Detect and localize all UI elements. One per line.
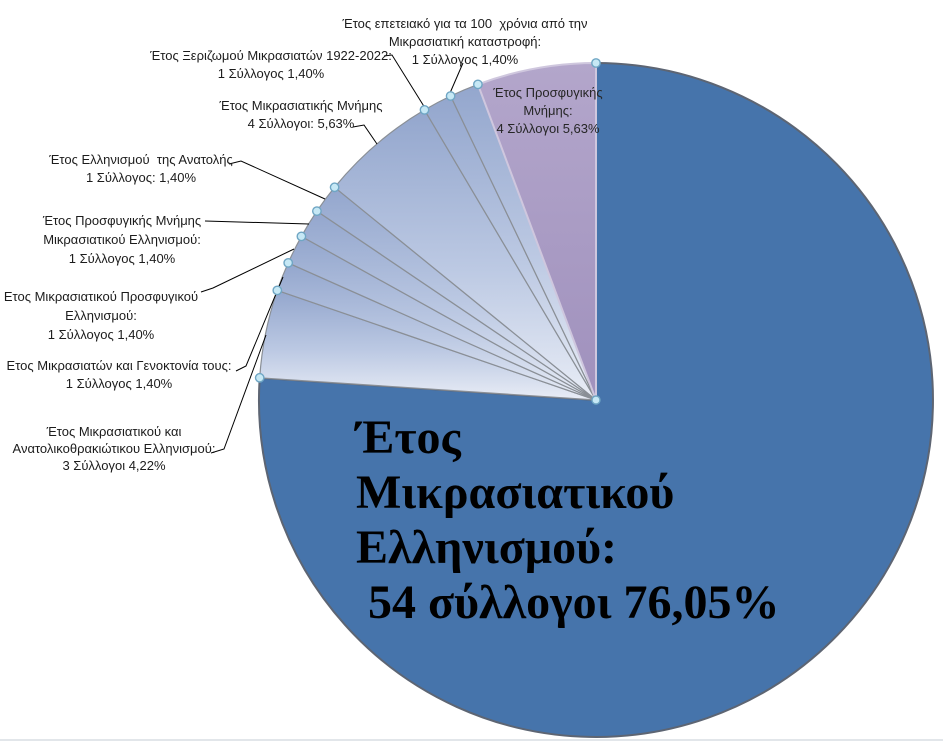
label-line: Έτος επετειακό για τα 100 χρόνια από την <box>342 16 588 31</box>
leader-line-epeteiako-100-chronia <box>449 62 464 94</box>
label-line: Ελληνισμού: <box>65 308 137 323</box>
label-line: Ελληνισμού: <box>356 521 617 574</box>
data-label-prosfygikis-mnimis: Έτος Προσφυγικής Μνήμης: 4 Σύλλογοι 5,63% <box>328 84 768 138</box>
label-line: 1 Σύλλογος 1,40% <box>68 251 176 266</box>
callout-label-ellinismou-anatolis: Έτος Ελληνισμού της Ανατολής 1 Σύλλογος: … <box>0 151 361 187</box>
bottom-border-line <box>0 739 943 741</box>
callout-label-mikrasiatikou-prosfygikou: Ετος Μικρασιατικού Προσφυγικού Ελληνισμού… <box>0 287 321 344</box>
label-line: Έτος Μικρασιατικής Μνήμης <box>219 98 383 113</box>
label-line: Έτος Ελληνισμού της Ανατολής <box>49 152 233 167</box>
callout-label-genoktonia: Ετος Μικρασιατών και Γενοκτονία τους: 1 Σ… <box>0 357 339 393</box>
selection-handle[interactable] <box>296 231 307 242</box>
label-line: 1 Σύλλογος 1,40% <box>217 66 325 81</box>
callout-label-prosfygikis-mnimis-mikrasiatikou: Έτος Προσφυγικής Μνήμης Μικρασιατικού Ελλ… <box>0 211 342 268</box>
selection-handle[interactable] <box>419 105 430 115</box>
leader-line-anatolikothrakiotikou <box>210 334 267 454</box>
leader-line-genoktonia <box>235 276 284 372</box>
leader-line-xerizomou-1922-2022 <box>383 54 426 109</box>
label-line: Ετος Μικρασιατών και Γενοκτονία τους: <box>6 358 232 373</box>
selection-handle[interactable] <box>311 206 322 217</box>
callout-label-anatolikothrakiotikou: Έτος Μικρασιατικού και Ανατολικοθρακιώτικ… <box>0 423 334 474</box>
label-line: 1 Σύλλογος 1,40% <box>47 327 155 342</box>
label-line: Μικρασιατικού Ελληνισμού: <box>43 232 201 247</box>
label-line: Έτος Μικρασιατικού και <box>46 424 182 439</box>
label-line: Ανατολικοθρακιώτικου Ελληνισμού: <box>12 441 216 456</box>
selection-handle[interactable] <box>329 182 340 193</box>
selection-handle[interactable] <box>254 372 265 383</box>
callout-label-epeteiako-100-chronia: Έτος επετειακό για τα 100 χρόνια από την… <box>245 15 685 69</box>
label-line: Μικρασιατικού <box>356 466 675 519</box>
label-line: Έτος Ξεριζωμού Μικρασιατών 1922-2022: <box>150 48 392 63</box>
callout-label-mikrasiatikis-mnimis: Έτος Μικρασιατικής Μνήμης 4 Σύλλογοι: 5,6… <box>81 97 521 133</box>
label-line: Ετος Μικρασιατικού Προσφυγικού <box>3 289 199 304</box>
leader-line-mikrasiatikou-prosfygikou <box>200 248 295 293</box>
label-line: Έτος <box>356 411 461 464</box>
label-line: Έτος Προσφυγικής Μνήμης <box>42 213 202 228</box>
label-line: Μικρασιατική καταστροφή: <box>388 34 542 49</box>
selection-handle-center[interactable] <box>591 395 601 405</box>
selection-handle[interactable] <box>283 257 294 268</box>
data-label-mikrasiatikou-ellinismou: Έτος Μικρασιατικού Ελληνισμού: 54 σύλλογοι… <box>356 410 780 630</box>
leader-line-ellinismou-anatolis <box>228 160 326 200</box>
selection-handle[interactable] <box>272 285 283 296</box>
label-line: 1 Σύλλογος: 1,40% <box>85 170 197 185</box>
selection-handle[interactable] <box>591 58 601 68</box>
label-line: Μνήμης: <box>523 103 573 118</box>
label-line: Έτος Προσφυγικής <box>493 85 603 100</box>
callout-label-xerizomou-1922-2022: Έτος Ξεριζωμού Μικρασιατών 1922-2022: 1 Σ… <box>51 47 491 83</box>
selection-handle[interactable] <box>472 79 483 90</box>
label-line: 1 Σύλλογος 1,40% <box>411 52 519 67</box>
label-line: 4 Σύλλογοι: 5,63% <box>247 116 355 131</box>
selection-handle[interactable] <box>445 91 456 101</box>
label-line: 54 σύλλογοι 76,05% <box>356 576 780 629</box>
leader-line-prosfygikis-mnimis-mikrasiatikou <box>204 220 310 225</box>
label-line: 4 Σύλλογοι 5,63% <box>496 121 600 136</box>
label-line: 3 Σύλλογοι 4,22% <box>62 458 166 473</box>
leader-line-mikrasiatikis-mnimis <box>352 124 378 145</box>
label-line: 1 Σύλλογος 1,40% <box>65 376 173 391</box>
